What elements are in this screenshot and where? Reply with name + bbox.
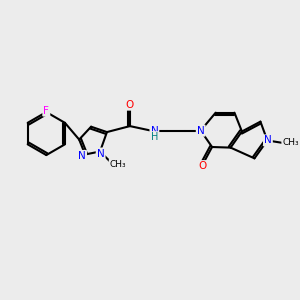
Text: N: N xyxy=(151,126,158,136)
Text: O: O xyxy=(126,100,134,110)
Text: N: N xyxy=(78,151,86,161)
Text: O: O xyxy=(198,161,206,171)
Text: N: N xyxy=(97,148,104,159)
Text: CH₃: CH₃ xyxy=(110,160,126,169)
Text: N: N xyxy=(197,126,205,136)
Text: N: N xyxy=(264,135,272,146)
Text: H: H xyxy=(151,132,158,142)
Text: F: F xyxy=(44,106,49,116)
Text: CH₃: CH₃ xyxy=(282,138,299,147)
